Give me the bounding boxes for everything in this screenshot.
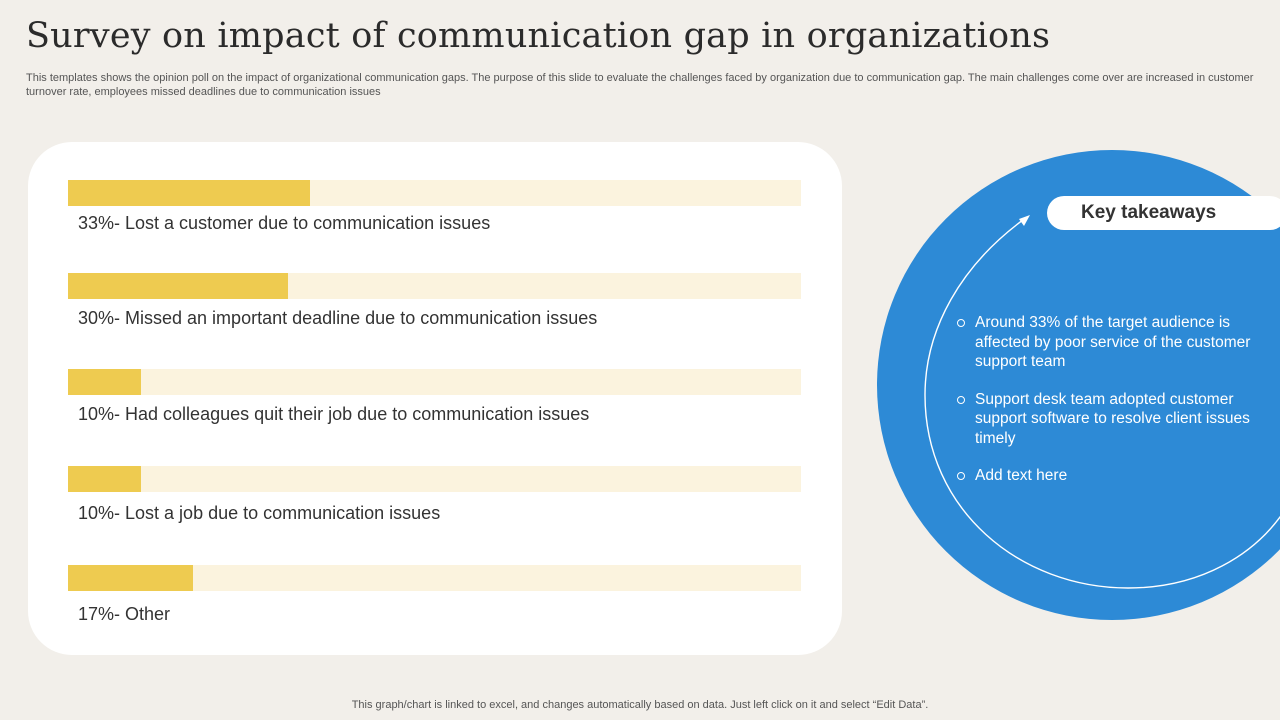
bar-row[interactable]: 33%- Lost a customer due to communicatio… — [68, 180, 801, 233]
takeaways-list: Around 33% of the target audience is aff… — [957, 313, 1267, 504]
bar-label: 10%- Lost a job due to communication iss… — [78, 503, 441, 523]
bar-label: 17%- Other — [78, 604, 171, 624]
bar-track — [68, 273, 801, 299]
page-description: This templates shows the opinion poll on… — [26, 72, 1254, 98]
bar-label: 10%- Had colleagues quit their job due t… — [78, 404, 590, 424]
bar-track — [68, 369, 801, 395]
bar-track — [68, 180, 801, 206]
takeaway-text: Support desk team adopted customer suppo… — [975, 390, 1250, 447]
circle-bullet-icon — [957, 395, 965, 404]
bar-row[interactable]: 30%- Missed an important deadline due to… — [68, 273, 801, 328]
takeaway-text: Around 33% of the target audience is aff… — [975, 314, 1251, 370]
bar-label: 33%- Lost a customer due to communicatio… — [78, 213, 491, 233]
circle-bullet-icon — [957, 472, 965, 480]
page-title: Survey on impact of communication gap in… — [26, 16, 1051, 56]
survey-chart-card[interactable]: 33%- Lost a customer due to communicatio… — [28, 142, 842, 655]
bar-fill — [68, 466, 142, 492]
takeaway-item: Around 33% of the target audience is aff… — [957, 313, 1267, 372]
bar-fill — [68, 565, 193, 591]
bar-track — [68, 565, 801, 591]
takeaway-text: Add text here — [975, 467, 1068, 484]
bar-row[interactable]: 17%- Other — [68, 565, 801, 624]
bar-label: 30%- Missed an important deadline due to… — [78, 308, 598, 328]
bar-fill — [68, 369, 142, 395]
key-takeaways-header: Key takeaways — [1047, 196, 1280, 230]
footnote: This graph/chart is linked to excel, and… — [351, 699, 929, 711]
bar-row[interactable]: 10%- Lost a job due to communication iss… — [68, 466, 801, 523]
bar-fill — [68, 180, 310, 206]
takeaway-item: Support desk team adopted customer suppo… — [957, 390, 1267, 449]
bar-row[interactable]: 10%- Had colleagues quit their job due t… — [68, 369, 801, 424]
bar-track — [68, 466, 801, 492]
key-takeaways-title: Key takeaways — [1081, 202, 1217, 223]
takeaway-item: Add text here — [957, 466, 1267, 486]
circle-bullet-icon — [957, 319, 965, 327]
bar-fill — [68, 273, 288, 299]
